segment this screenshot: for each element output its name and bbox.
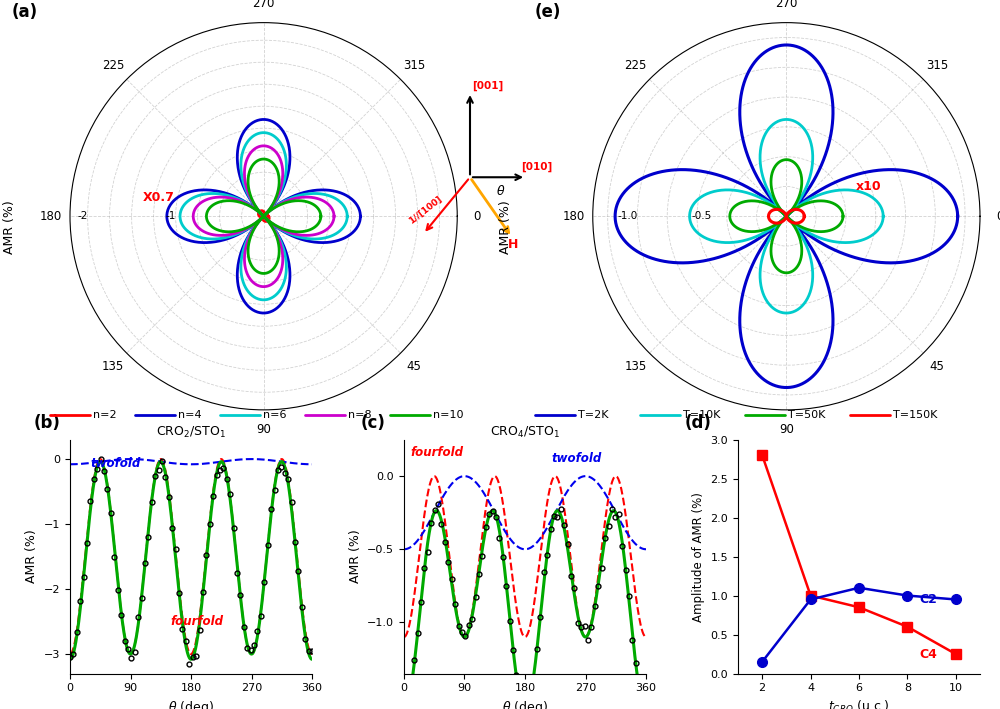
twofold	[245, 455, 257, 464]
Line: twofold: twofold	[70, 459, 312, 464]
Text: T=150K: T=150K	[893, 410, 937, 420]
X-axis label: $\theta$ (deg): $\theta$ (deg)	[168, 699, 214, 709]
fourfold	[263, 530, 275, 539]
Text: T=2K: T=2K	[578, 410, 609, 420]
C4	[756, 451, 768, 459]
total	[195, 607, 207, 615]
Text: twofold: twofold	[90, 457, 140, 470]
C2	[805, 596, 817, 604]
C2	[901, 591, 913, 600]
twofold	[263, 456, 275, 464]
total	[179, 636, 191, 644]
total	[180, 644, 192, 652]
twofold	[195, 459, 207, 468]
Line: C2: C2	[757, 583, 961, 666]
Text: (b): (b)	[34, 414, 61, 432]
Text: n=2: n=2	[93, 410, 117, 420]
Text: (a): (a)	[12, 4, 38, 21]
C2	[853, 584, 865, 592]
X-axis label: $\theta$ (deg): $\theta$ (deg)	[502, 699, 548, 709]
Y-axis label: AMR (%): AMR (%)	[25, 530, 38, 584]
Text: AMR (%): AMR (%)	[498, 200, 512, 254]
total	[306, 655, 318, 664]
Y-axis label: AMR (%): AMR (%)	[349, 530, 362, 584]
fourfold	[301, 635, 313, 644]
twofold	[301, 460, 313, 469]
twofold	[208, 459, 220, 467]
C2	[756, 658, 768, 666]
Text: (d): (d)	[685, 414, 712, 432]
C4	[950, 649, 962, 658]
Text: fourfold: fourfold	[171, 615, 224, 627]
C4	[853, 603, 865, 611]
Text: n=10: n=10	[433, 410, 464, 420]
Text: -2: -2	[77, 211, 88, 221]
Line: fourfold: fourfold	[70, 459, 312, 654]
X-axis label: $t_{CRO}$ (u.c.): $t_{CRO}$ (u.c.)	[828, 699, 890, 709]
fourfold	[179, 634, 191, 642]
total	[215, 457, 227, 466]
Text: T=50K: T=50K	[788, 410, 825, 420]
twofold	[64, 460, 76, 469]
Title: CRO$_2$/STO$_1$: CRO$_2$/STO$_1$	[156, 425, 226, 440]
C4	[901, 623, 913, 631]
Text: [001]: [001]	[472, 81, 504, 91]
Text: T=10K: T=10K	[683, 410, 720, 420]
Text: -1.0: -1.0	[617, 211, 637, 221]
fourfold	[155, 455, 167, 464]
fourfold	[306, 649, 318, 658]
fourfold	[64, 649, 76, 658]
Text: n=6: n=6	[263, 410, 287, 420]
C2	[950, 596, 962, 604]
Text: (e): (e)	[535, 4, 561, 21]
Title: CRO$_4$/STO$_1$: CRO$_4$/STO$_1$	[490, 425, 560, 440]
C4	[805, 591, 817, 600]
Text: C2: C2	[919, 593, 937, 606]
fourfold	[195, 598, 207, 606]
Text: twofold: twofold	[552, 452, 602, 464]
Text: [010]: [010]	[521, 162, 553, 172]
Text: C4: C4	[919, 648, 937, 661]
Text: x10: x10	[855, 180, 881, 193]
Text: AMR (%): AMR (%)	[3, 200, 16, 254]
Line: C4: C4	[757, 450, 961, 659]
total	[64, 655, 76, 664]
Text: (c): (c)	[360, 414, 385, 432]
twofold	[306, 460, 318, 469]
twofold	[180, 460, 192, 469]
Text: -0.5: -0.5	[692, 211, 712, 221]
total	[263, 531, 275, 540]
Text: 1//[100]: 1//[100]	[407, 194, 444, 225]
Text: n=8: n=8	[348, 410, 372, 420]
fourfold	[181, 641, 193, 649]
Text: $\theta$: $\theta$	[496, 184, 505, 198]
total	[208, 484, 220, 493]
twofold	[179, 460, 191, 469]
Text: X0.7: X0.7	[143, 191, 175, 204]
fourfold	[209, 478, 221, 486]
Y-axis label: Amplitude of AMR (%): Amplitude of AMR (%)	[692, 491, 705, 622]
Text: -1: -1	[165, 211, 176, 221]
Line: total: total	[70, 462, 312, 659]
Text: n=4: n=4	[178, 410, 202, 420]
total	[301, 640, 313, 649]
Text: fourfold: fourfold	[411, 446, 464, 459]
Text: H: H	[508, 238, 519, 251]
